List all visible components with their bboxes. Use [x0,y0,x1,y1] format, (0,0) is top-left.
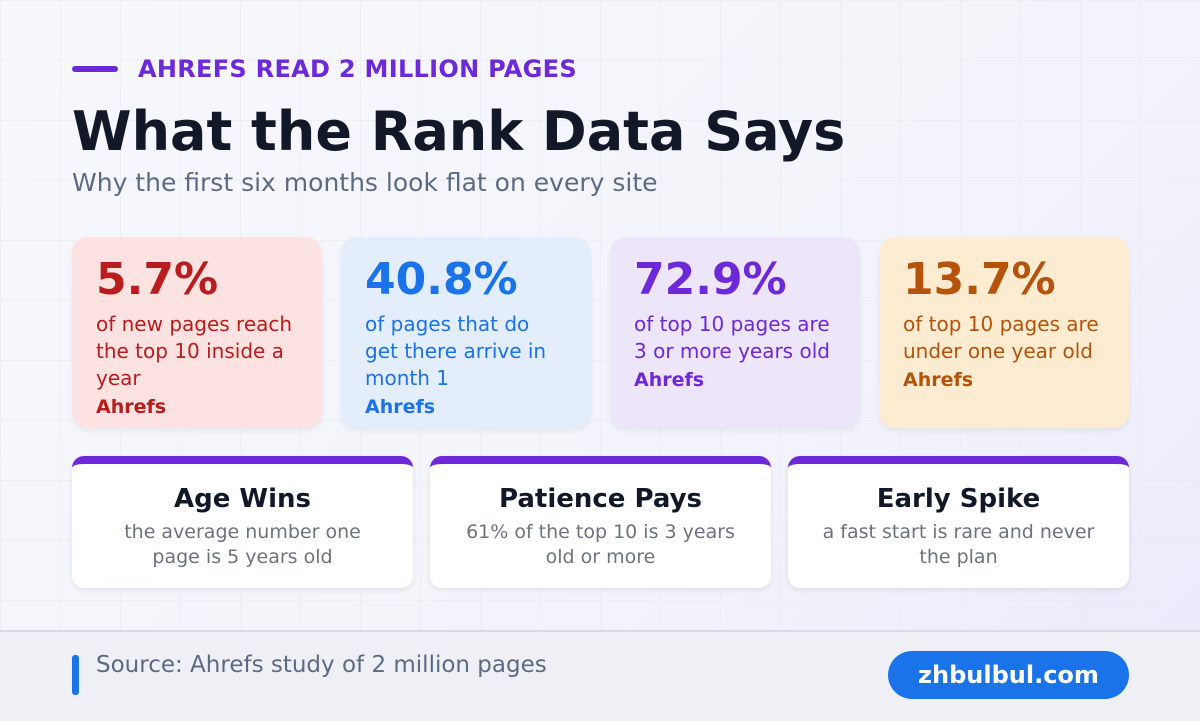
footer-bar [72,655,79,695]
site-button[interactable]: zhbulbul.com [888,651,1129,699]
card-text: the average number one page is 5 years o… [124,521,361,568]
card-text: a fast start is rare and never the plan [822,521,1095,568]
subtitle: Why the first six months look flat on ev… [72,168,658,197]
info-card: Early Spike a fast start is rare and neve… [788,456,1129,588]
card-text: 61% of the top 10 is 3 years old or more [466,521,735,568]
stat-source: Ahrefs [903,369,974,391]
card-title: Early Spike [876,484,1041,514]
stat-card: 72.9% of top 10 pages are 3 or more years… [610,237,860,428]
stat-card: 5.7% of new pages reach the top 10 inside… [72,237,322,428]
stat-text: of top 10 pages are under one year old [903,312,1099,363]
stat-text: of new pages reach the top 10 inside a y… [96,312,293,390]
card-title: Patience Pays [498,484,702,514]
stat-source: Ahrefs [634,369,705,391]
stat-card: 40.8% of pages that do get there arrive i… [341,237,591,428]
stat-value: 5.7% [96,254,219,305]
stat-value: 40.8% [365,254,518,305]
accent-bar [72,66,118,72]
card-title: Age Wins [174,484,311,514]
stat-card: 13.7% of top 10 pages are under one year … [879,237,1129,428]
info-card: Patience Pays 61% of the top 10 is 3 year… [430,456,771,588]
stat-text: of top 10 pages are 3 or more years old [634,312,830,363]
info-card: Age Wins the average number one page is 5… [72,456,413,588]
stat-value: 13.7% [903,254,1056,305]
footer-source: Source: Ahrefs study of 2 million pages [96,652,547,678]
stat-source: Ahrefs [96,396,167,418]
stat-text: of pages that do get there arrive in mon… [365,312,547,390]
eyebrow: AHREFS READ 2 MILLION PAGES [138,55,577,83]
stat-source: Ahrefs [365,396,436,418]
stat-value: 72.9% [634,254,787,305]
title: What the Rank Data Says [72,100,846,163]
